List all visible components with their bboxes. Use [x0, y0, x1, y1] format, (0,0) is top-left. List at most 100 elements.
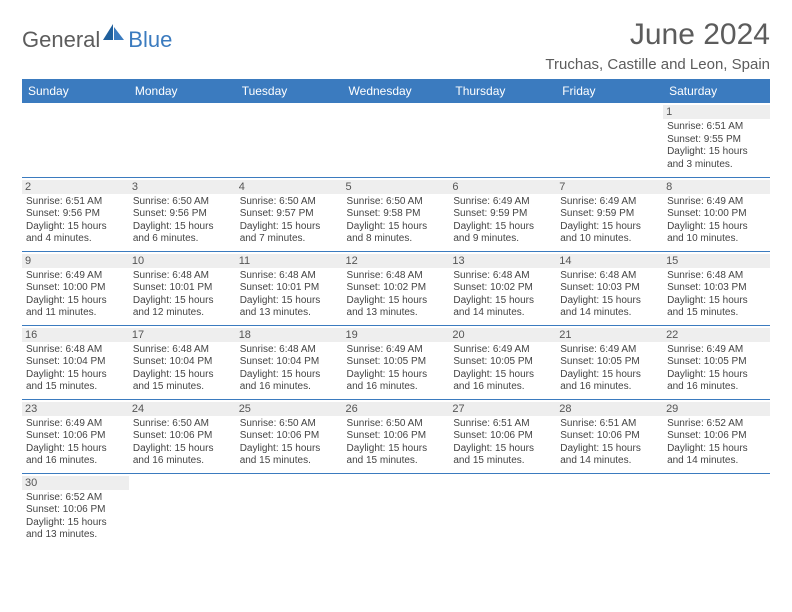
- daylight-text-1: Daylight: 15 hours: [133, 443, 232, 456]
- daylight-text-1: Daylight: 15 hours: [133, 369, 232, 382]
- sunset-text: Sunset: 9:56 PM: [133, 208, 232, 221]
- day-cell: 5Sunrise: 6:50 AMSunset: 9:58 PMDaylight…: [343, 177, 450, 251]
- sunrise-text: Sunrise: 6:49 AM: [26, 270, 125, 283]
- day-cell: 14Sunrise: 6:48 AMSunset: 10:03 PMDaylig…: [556, 251, 663, 325]
- daylight-text-2: and 16 minutes.: [240, 381, 339, 394]
- day-cell: 30Sunrise: 6:52 AMSunset: 10:06 PMDaylig…: [22, 473, 129, 547]
- daylight-text-1: Daylight: 15 hours: [667, 221, 766, 234]
- empty-cell: [22, 103, 129, 177]
- day-number: 11: [236, 254, 343, 268]
- daylight-text-2: and 13 minutes.: [347, 307, 446, 320]
- daylight-text-1: Daylight: 15 hours: [133, 295, 232, 308]
- daylight-text-2: and 9 minutes.: [453, 233, 552, 246]
- day-cell: 7Sunrise: 6:49 AMSunset: 9:59 PMDaylight…: [556, 177, 663, 251]
- day-cell: 13Sunrise: 6:48 AMSunset: 10:02 PMDaylig…: [449, 251, 556, 325]
- day-cell: 19Sunrise: 6:49 AMSunset: 10:05 PMDaylig…: [343, 325, 450, 399]
- sunset-text: Sunset: 9:59 PM: [453, 208, 552, 221]
- daylight-text-1: Daylight: 15 hours: [453, 295, 552, 308]
- day-cell: 27Sunrise: 6:51 AMSunset: 10:06 PMDaylig…: [449, 399, 556, 473]
- sunrise-text: Sunrise: 6:48 AM: [133, 344, 232, 357]
- day-number: 5: [343, 180, 450, 194]
- calendar-table: Sunday Monday Tuesday Wednesday Thursday…: [22, 79, 770, 547]
- daylight-text-1: Daylight: 15 hours: [560, 221, 659, 234]
- day-cell: 10Sunrise: 6:48 AMSunset: 10:01 PMDaylig…: [129, 251, 236, 325]
- day-number: 14: [556, 254, 663, 268]
- day-number: 8: [663, 180, 770, 194]
- daylight-text-2: and 14 minutes.: [560, 455, 659, 468]
- sunrise-text: Sunrise: 6:49 AM: [667, 344, 766, 357]
- sunrise-text: Sunrise: 6:48 AM: [240, 270, 339, 283]
- daylight-text-2: and 15 minutes.: [667, 307, 766, 320]
- day-cell: 24Sunrise: 6:50 AMSunset: 10:06 PMDaylig…: [129, 399, 236, 473]
- daylight-text-2: and 16 minutes.: [453, 381, 552, 394]
- sunrise-text: Sunrise: 6:49 AM: [667, 196, 766, 209]
- daylight-text-1: Daylight: 15 hours: [26, 295, 125, 308]
- sunrise-text: Sunrise: 6:51 AM: [667, 121, 766, 134]
- day-cell: 9Sunrise: 6:49 AMSunset: 10:00 PMDayligh…: [22, 251, 129, 325]
- daylight-text-2: and 13 minutes.: [26, 529, 125, 542]
- day-number: 7: [556, 180, 663, 194]
- daylight-text-1: Daylight: 15 hours: [667, 369, 766, 382]
- day-number: 24: [129, 402, 236, 416]
- dow-monday: Monday: [129, 79, 236, 103]
- daylight-text-2: and 10 minutes.: [560, 233, 659, 246]
- daylight-text-2: and 11 minutes.: [26, 307, 125, 320]
- sunrise-text: Sunrise: 6:49 AM: [347, 344, 446, 357]
- sunrise-text: Sunrise: 6:51 AM: [453, 418, 552, 431]
- daylight-text-1: Daylight: 15 hours: [560, 369, 659, 382]
- day-cell: 20Sunrise: 6:49 AMSunset: 10:05 PMDaylig…: [449, 325, 556, 399]
- day-number: 9: [22, 254, 129, 268]
- sunrise-text: Sunrise: 6:50 AM: [240, 196, 339, 209]
- sunrise-text: Sunrise: 6:48 AM: [26, 344, 125, 357]
- daylight-text-1: Daylight: 15 hours: [667, 295, 766, 308]
- sunrise-text: Sunrise: 6:50 AM: [347, 418, 446, 431]
- empty-cell: [343, 473, 450, 547]
- daylight-text-2: and 14 minutes.: [667, 455, 766, 468]
- dow-thursday: Thursday: [449, 79, 556, 103]
- daylight-text-2: and 14 minutes.: [560, 307, 659, 320]
- sunrise-text: Sunrise: 6:52 AM: [26, 492, 125, 505]
- sunset-text: Sunset: 10:05 PM: [560, 356, 659, 369]
- day-cell: 3Sunrise: 6:50 AMSunset: 9:56 PMDaylight…: [129, 177, 236, 251]
- day-number: 17: [129, 328, 236, 342]
- empty-cell: [129, 473, 236, 547]
- daylight-text-2: and 15 minutes.: [133, 381, 232, 394]
- daylight-text-1: Daylight: 15 hours: [240, 369, 339, 382]
- daylight-text-1: Daylight: 15 hours: [560, 295, 659, 308]
- logo-text-general: General: [22, 27, 100, 53]
- sunrise-text: Sunrise: 6:48 AM: [347, 270, 446, 283]
- sunset-text: Sunset: 10:05 PM: [347, 356, 446, 369]
- daylight-text-1: Daylight: 15 hours: [347, 221, 446, 234]
- sunset-text: Sunset: 10:06 PM: [560, 430, 659, 443]
- sunrise-text: Sunrise: 6:51 AM: [26, 196, 125, 209]
- empty-cell: [129, 103, 236, 177]
- day-cell: 18Sunrise: 6:48 AMSunset: 10:04 PMDaylig…: [236, 325, 343, 399]
- daylight-text-1: Daylight: 15 hours: [453, 221, 552, 234]
- day-number: 6: [449, 180, 556, 194]
- day-number: 16: [22, 328, 129, 342]
- sunrise-text: Sunrise: 6:49 AM: [560, 344, 659, 357]
- dow-tuesday: Tuesday: [236, 79, 343, 103]
- daylight-text-2: and 6 minutes.: [133, 233, 232, 246]
- sunrise-text: Sunrise: 6:50 AM: [133, 196, 232, 209]
- day-cell: 4Sunrise: 6:50 AMSunset: 9:57 PMDaylight…: [236, 177, 343, 251]
- page-header: General Blue June 2024 Truchas, Castille…: [22, 18, 770, 73]
- dow-friday: Friday: [556, 79, 663, 103]
- day-cell: 2Sunrise: 6:51 AMSunset: 9:56 PMDaylight…: [22, 177, 129, 251]
- sunrise-text: Sunrise: 6:48 AM: [133, 270, 232, 283]
- day-cell: 11Sunrise: 6:48 AMSunset: 10:01 PMDaylig…: [236, 251, 343, 325]
- logo: General Blue: [22, 24, 172, 55]
- empty-cell: [556, 473, 663, 547]
- day-number: 23: [22, 402, 129, 416]
- daylight-text-1: Daylight: 15 hours: [240, 295, 339, 308]
- sunset-text: Sunset: 10:00 PM: [667, 208, 766, 221]
- sunset-text: Sunset: 10:06 PM: [26, 430, 125, 443]
- day-number: 21: [556, 328, 663, 342]
- sunset-text: Sunset: 10:02 PM: [347, 282, 446, 295]
- sunrise-text: Sunrise: 6:48 AM: [240, 344, 339, 357]
- day-cell: 22Sunrise: 6:49 AMSunset: 10:05 PMDaylig…: [663, 325, 770, 399]
- daylight-text-1: Daylight: 15 hours: [667, 443, 766, 456]
- daylight-text-2: and 15 minutes.: [347, 455, 446, 468]
- dow-wednesday: Wednesday: [343, 79, 450, 103]
- location-label: Truchas, Castille and Leon, Spain: [545, 56, 770, 73]
